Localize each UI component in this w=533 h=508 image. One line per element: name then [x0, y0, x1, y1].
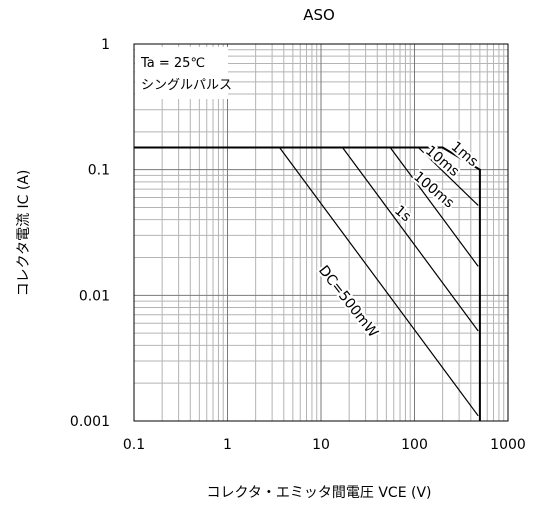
x-tick-label: 10	[312, 437, 330, 453]
y-tick-labels: 1 0.1 0.01 0.001	[70, 37, 110, 430]
x-tick-label: 1000	[490, 437, 526, 453]
conditions-box: Ta = 25℃ シングルパルス	[135, 47, 232, 99]
y-tick-label: 0.1	[88, 163, 110, 179]
series-line	[279, 147, 479, 417]
y-axis-label: コレクタ電流 IC (A)	[16, 170, 32, 297]
plot-frame	[133, 43, 509, 422]
x-tick-label: 0.1	[123, 437, 145, 453]
series-layer	[134, 146, 481, 421]
chart-title: ASO	[303, 6, 335, 24]
conditions-box-bg	[135, 47, 228, 99]
y-tick-label: 0.01	[79, 288, 110, 304]
x-tick-label: 100	[401, 437, 428, 453]
series-line	[134, 146, 481, 421]
x-tick-label: 1	[223, 437, 232, 453]
minor-grid	[134, 44, 508, 421]
condition-pulse: シングルパルス	[141, 78, 232, 93]
x-axis-label: コレクタ・エミッタ間電圧 VCE (V)	[206, 485, 431, 501]
y-tick-label: 0.001	[70, 414, 110, 430]
x-tick-labels: 0.1 1 10 100 1000	[123, 437, 526, 453]
series-label: DC=500mW	[315, 263, 381, 341]
series-line	[342, 147, 479, 332]
condition-temperature: Ta = 25℃	[140, 56, 205, 71]
y-tick-label: 1	[101, 37, 110, 53]
series-line	[389, 147, 479, 267]
series-line	[417, 147, 479, 206]
